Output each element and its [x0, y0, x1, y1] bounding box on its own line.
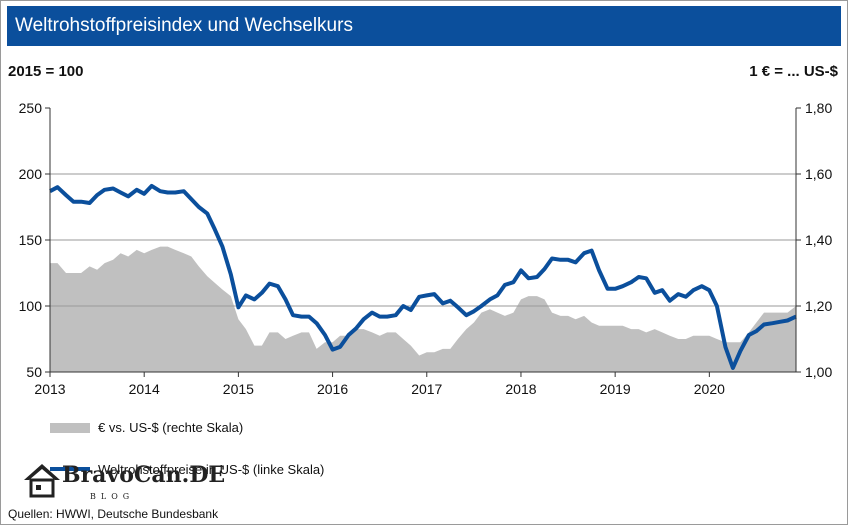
x-tick-label: 2015 [223, 381, 254, 397]
x-tick-label: 2013 [34, 381, 65, 397]
right-tick-label: 1,60 [805, 166, 832, 182]
right-tick-label: 1,20 [805, 298, 832, 314]
left-tick-label: 100 [19, 298, 43, 314]
legend-swatch-area [50, 423, 90, 433]
right-tick-label: 1,80 [805, 100, 832, 116]
x-tick-label: 2020 [694, 381, 725, 397]
left-tick-label: 200 [19, 166, 43, 182]
x-tick-label: 2018 [505, 381, 536, 397]
source-note: Quellen: HWWI, Deutsche Bundesbank [8, 507, 219, 521]
left-tick-label: 150 [19, 232, 43, 248]
x-tick-label: 2016 [317, 381, 348, 397]
logo-text: BravoCan.DE [62, 462, 226, 488]
exchange-rate-area [50, 246, 796, 372]
right-tick-label: 1,00 [805, 364, 832, 380]
commodity-price-line [49, 183, 797, 370]
logo-subtext: BLOG [90, 492, 135, 501]
right-axis-label: 1 € = ... US-$ [749, 63, 838, 80]
chart-title: Weltrohstoffpreisindex und Wechselkurs [7, 6, 841, 46]
x-tick-label: 2017 [411, 381, 442, 397]
left-axis-label: 2015 = 100 [8, 63, 84, 80]
left-tick-label: 250 [19, 100, 43, 116]
house-logo-icon [24, 464, 60, 498]
x-tick-label: 2014 [129, 381, 160, 397]
legend-swatch-line [50, 467, 90, 471]
watermark-logo: BravoCan.DE BLOG [22, 460, 226, 505]
left-tick-label: 50 [26, 364, 42, 380]
legend-label-commodity-prices: Weltrohstoffpreise in US-$ (linke Skala) [98, 462, 325, 477]
right-tick-label: 1,40 [805, 232, 832, 248]
x-tick-label: 2019 [600, 381, 631, 397]
legend-label-exchange-rate: € vs. US-$ (rechte Skala) [98, 420, 244, 435]
